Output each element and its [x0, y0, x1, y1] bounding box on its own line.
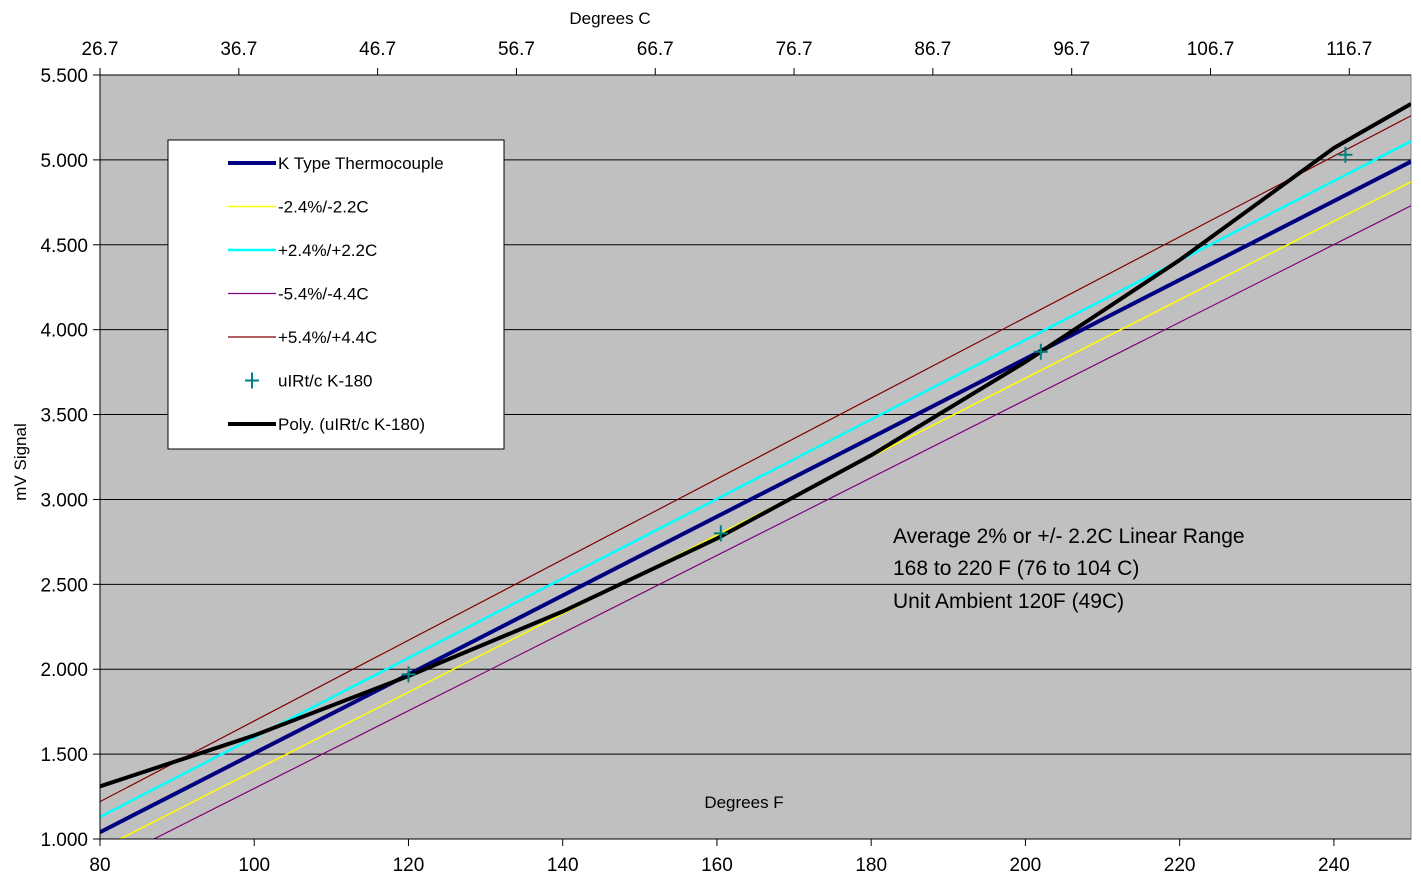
legend-label-6: Poly. (uIRt/c K-180) — [278, 415, 425, 434]
legend-label-5: uIRt/c K-180 — [278, 372, 373, 391]
series-group — [100, 102, 1411, 839]
x-tick-label-7: 220 — [1164, 855, 1196, 876]
x2-tick-label-3: 56.7 — [498, 39, 535, 60]
x2-tick-label-5: 76.7 — [776, 39, 813, 60]
y-axis-title: mV Signal — [11, 423, 30, 500]
x2-tick-label-9: 116.7 — [1326, 39, 1372, 60]
x2-tick-label-1: 36.7 — [220, 39, 257, 60]
y-tick-label-1: 1.500 — [40, 745, 88, 766]
series-line-6 — [100, 102, 1411, 789]
legend-swatch-5 — [245, 372, 259, 389]
x-tick-label-5: 180 — [855, 855, 887, 876]
y-tick-label-2: 2.000 — [40, 660, 88, 681]
series-line-4 — [100, 115, 1411, 803]
annotation-block: Average 2% or +/- 2.2C Linear Range 168 … — [893, 525, 1245, 613]
data-point-0 — [401, 666, 416, 683]
x-tick-label-0: 80 — [89, 855, 110, 876]
x2-tick-label-7: 96.7 — [1053, 39, 1090, 60]
top-axis-title: Degrees C — [569, 9, 650, 28]
annotation-line-1: Average 2% or +/- 2.2C Linear Range — [893, 525, 1245, 548]
x-tick-label-4: 160 — [701, 855, 733, 876]
legend-box — [167, 139, 505, 450]
data-point-2 — [1033, 343, 1048, 360]
legend-label-3: -5.4%/-4.4C — [278, 285, 369, 304]
series-line-0 — [100, 159, 1411, 834]
x-tick-label-6: 200 — [1010, 855, 1042, 876]
x-axis-title: Degrees F — [704, 793, 783, 812]
x2-tick-label-2: 46.7 — [359, 39, 396, 60]
x-tick-label-3: 140 — [547, 855, 579, 876]
y-tick-label-8: 5.000 — [40, 151, 88, 172]
y-tick-label-5: 3.500 — [40, 406, 88, 427]
annotation-line-3: Unit Ambient 120F (49C) — [893, 590, 1124, 613]
y-tick-label-3: 2.500 — [40, 575, 88, 596]
x2-tick-label-0: 26.7 — [82, 39, 119, 60]
series-line-2 — [100, 140, 1411, 819]
legend-label-1: -2.4%/-2.2C — [278, 198, 369, 217]
data-point-1 — [713, 525, 728, 542]
x2-tick-label-8: 106.7 — [1187, 39, 1235, 60]
y-tick-label-0: 1.000 — [40, 830, 88, 851]
x-tick-label-2: 120 — [393, 855, 425, 876]
series-line-3 — [152, 205, 1411, 839]
x-tick-label-1: 100 — [238, 855, 270, 876]
y-tick-label-7: 4.500 — [40, 236, 88, 257]
annotation-line-2: 168 to 220 F (76 to 104 C) — [893, 557, 1139, 580]
y-tick-label-4: 3.000 — [40, 490, 88, 511]
data-point-3 — [1338, 146, 1353, 163]
x2-tick-label-6: 86.7 — [914, 39, 951, 60]
legend-label-0: K Type Thermocouple — [278, 154, 444, 173]
x-tick-label-8: 240 — [1318, 855, 1350, 876]
legend-label-2: +2.4%/+2.2C — [278, 241, 377, 260]
y-tick-label-6: 4.000 — [40, 321, 88, 342]
legend-label-4: +5.4%/+4.4C — [278, 328, 377, 347]
y-tick-label-9: 5.500 — [40, 66, 88, 87]
x2-tick-label-4: 66.7 — [637, 39, 674, 60]
